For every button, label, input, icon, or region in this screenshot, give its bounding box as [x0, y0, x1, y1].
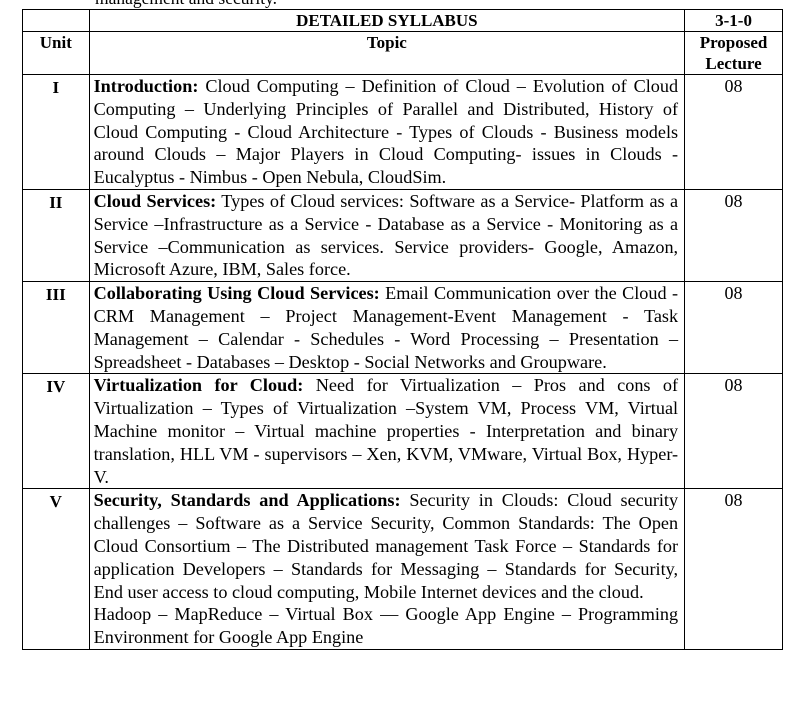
table-row: IV Virtualization for Cloud: Need for Vi…: [22, 373, 783, 490]
lecture-count: 08: [684, 373, 783, 490]
lecture-count: 08: [684, 188, 783, 283]
table-row: II Cloud Services: Types of Cloud servic…: [22, 188, 783, 283]
syllabus-table: DETAILED SYLLABUS 3-1-0 Unit Topic Propo…: [22, 9, 783, 650]
unit-column-header: Unit: [22, 31, 90, 75]
topic-cell: Security, Standards and Applications: Se…: [88, 488, 686, 650]
topic-cell: Introduction: Cloud Computing – Definiti…: [88, 74, 686, 190]
topic-text: Need for Virtualization – Pros and cons …: [93, 375, 679, 487]
topic-column-header: Topic: [88, 31, 686, 75]
lecture-header-line-2: Lecture: [705, 54, 762, 73]
topic-heading: Introduction:: [93, 76, 199, 96]
unit-number: IV: [22, 373, 90, 490]
lecture-column-header: Proposed Lecture: [684, 31, 783, 75]
credits: 3-1-0: [684, 9, 783, 32]
table-row: III Collaborating Using Cloud Services: …: [22, 281, 783, 375]
title-row: DETAILED SYLLABUS 3-1-0: [22, 9, 783, 32]
lecture-count: 08: [684, 74, 783, 190]
topic-text: Security in Clouds: Cloud security chall…: [93, 490, 679, 602]
unit-number: II: [22, 188, 90, 283]
lecture-count: 08: [684, 281, 783, 375]
syllabus-title: DETAILED SYLLABUS: [88, 9, 686, 32]
column-header-row: Unit Topic Proposed Lecture: [22, 31, 783, 75]
topic-extra-text: Hadoop – MapReduce – Virtual Box — Googl…: [93, 604, 679, 648]
topic-text: Types of Cloud services: Software as a S…: [93, 190, 679, 280]
topic-text: Cloud Computing – Definition of Cloud – …: [93, 76, 679, 188]
title-spacer: [22, 9, 90, 32]
topic-cell: Virtualization for Cloud: Need for Virtu…: [88, 373, 686, 490]
unit-number: III: [22, 281, 90, 375]
topic-heading: Virtualization for Cloud:: [93, 375, 304, 396]
unit-number: I: [22, 74, 90, 190]
topic-heading: Security, Standards and Applications:: [93, 490, 401, 511]
table-row: V Security, Standards and Applications: …: [22, 488, 783, 650]
topic-heading: Collaborating Using Cloud Services:: [93, 283, 380, 304]
unit-number: V: [22, 488, 90, 650]
topic-heading: Cloud Services:: [93, 190, 217, 211]
previous-page-text: management and security.: [95, 0, 277, 9]
topic-text: Email Communication over the Cloud - CRM…: [93, 283, 679, 372]
lecture-header-line-1: Proposed: [699, 33, 768, 52]
lecture-count: 08: [684, 488, 783, 650]
topic-cell: Cloud Services: Types of Cloud services:…: [88, 188, 686, 283]
table-row: I Introduction: Cloud Computing – Defini…: [22, 74, 783, 190]
topic-cell: Collaborating Using Cloud Services: Emai…: [88, 281, 686, 375]
